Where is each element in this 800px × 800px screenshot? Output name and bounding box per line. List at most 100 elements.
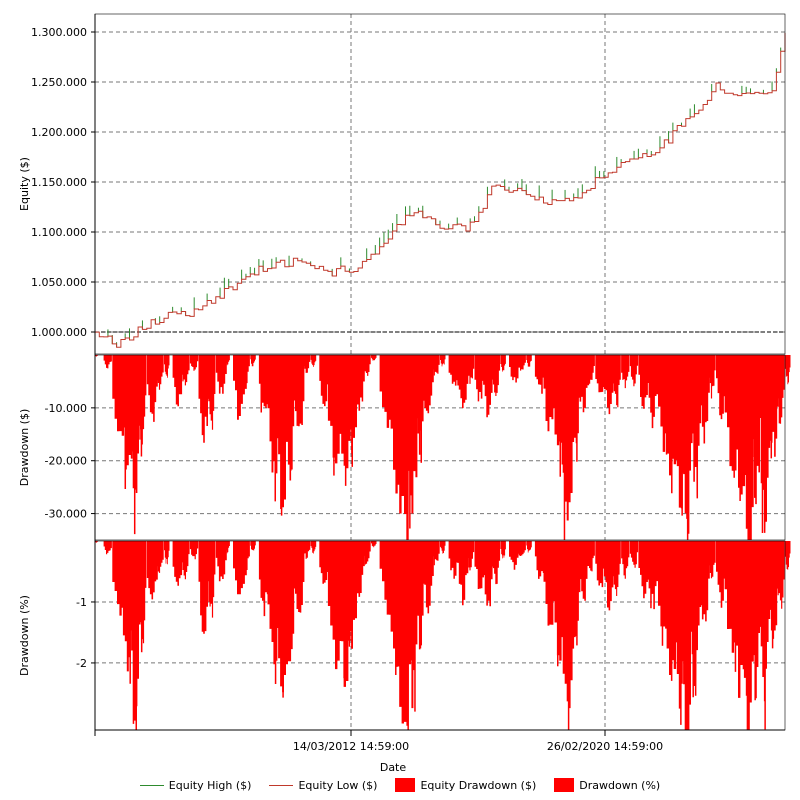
drawdown-event-2-13 [207,541,216,618]
drawdown-event-1-37 [414,355,426,455]
drawdown-event-2-6 [146,541,158,600]
drawdown-event-2-48 [509,541,521,570]
drawdown-event-2-42 [457,541,469,606]
drawdown-event-2-80 [785,541,791,570]
drawdown-event-1-51 [534,355,546,394]
panel-1-y-tick-label: 1.050.000 [31,276,87,289]
drawdown-event-1-19 [258,355,270,413]
drawdown-event-2-25 [310,541,317,554]
legend-item-drawdown-pct[interactable]: Drawdown (%) [554,778,660,792]
drawdown-event-1-32 [371,355,377,361]
drawdown-event-2-4 [129,541,141,724]
drawdown-event-2-14 [215,541,227,582]
drawdown-event-1-40 [440,355,446,367]
drawdown-event-1-76 [750,355,762,505]
drawdown-event-1-8 [164,355,170,378]
drawdown-event-1-62 [629,355,639,387]
drawdown-event-2-37 [414,541,426,650]
drawdown-event-1-26 [319,355,331,407]
panel-1-y-tick-label: 1.300.000 [31,26,87,39]
drawdown-event-1-10 [181,355,190,386]
drawdown-event-2-47 [500,541,506,559]
drawdown-event-1-79 [776,355,785,424]
drawdown-event-1-1 [103,355,112,369]
legend-swatch-drawdown-pct [554,778,575,792]
chart-legend: Equity High ($) Equity Low ($) Equity Dr… [0,774,800,796]
drawdown-event-1-80 [785,355,791,385]
legend-label-equity-high: Equity High ($) [168,778,252,792]
panel-1-y-tick-label: 1.000.000 [31,326,87,339]
drawdown-event-1-18 [250,355,256,367]
drawdown-event-2-7 [155,541,164,573]
panel-2-y-tick-label: -10.000 [45,402,87,415]
drawdown-event-1-25 [310,355,317,367]
drawdown-event-2-38 [422,541,434,614]
drawdown-event-1-12 [198,355,210,443]
drawdown-event-1-14 [215,355,227,394]
drawdown-event-1-64 [647,355,659,429]
drawdown-event-1-0 [95,355,98,357]
drawdown-event-1-60 [612,355,621,408]
legend-item-equity-drawdown[interactable]: Equity Drawdown ($) [395,778,536,792]
drawdown-event-1-23 [293,355,305,427]
drawdown-event-2-15 [224,541,230,554]
drawdown-event-1-13 [207,355,216,430]
legend-swatch-equity-high [139,784,164,786]
drawdown-event-1-42 [457,355,469,409]
legend-label-equity-low: Equity Low ($) [298,778,378,792]
drawdown-event-2-1 [103,541,112,555]
drawdown-event-2-10 [181,541,190,580]
drawdown-event-1-43 [465,355,475,384]
drawdown-event-2-60 [612,541,621,596]
drawdown-event-1-71 [707,355,716,399]
drawdown-event-2-12 [198,541,210,634]
drawdown-event-2-39 [431,541,440,566]
drawdown-event-2-50 [526,541,532,553]
drawdown-event-1-17 [241,355,250,384]
drawdown-event-1-49 [517,355,526,371]
drawdown-event-2-62 [629,541,639,568]
drawdown-event-2-17 [241,541,250,570]
drawdown-event-2-11 [189,541,199,560]
drawdown-event-1-15 [224,355,230,366]
drawdown-event-2-58 [595,541,607,588]
legend-label-drawdown-pct: Drawdown (%) [579,778,661,792]
drawdown-event-1-69 [690,355,702,497]
legend-label-equity-drawdown: Equity Drawdown ($) [420,778,537,792]
legend-item-equity-low[interactable]: Equity Low ($) [269,779,377,792]
panel-2-y-tick-label: -30.000 [45,508,87,521]
drawdown-event-2-57 [586,541,595,572]
drawdown-event-1-41 [448,355,460,386]
legend-swatch-equity-low [269,784,294,786]
drawdown-event-2-9 [172,541,184,586]
drawdown-event-2-24 [302,541,311,559]
drawdown-event-2-49 [517,541,526,556]
drawdown-event-1-58 [595,355,607,393]
drawdown-event-1-6 [146,355,158,422]
drawdown-event-2-26 [319,541,331,584]
legend-item-equity-high[interactable]: Equity High ($) [139,778,252,792]
drawdown-event-1-7 [155,355,164,390]
drawdown-event-1-47 [500,355,506,372]
drawdown-event-1-72 [716,355,728,420]
drawdown-event-1-11 [189,355,199,371]
panel-2-y-axis-title: Drawdown ($) [18,409,31,487]
panel-1-plot-area [95,14,785,354]
drawdown-event-1-24 [302,355,311,373]
drawdown-event-2-31 [362,541,371,565]
x-axis-title: Date [380,761,407,774]
drawdown-event-2-70 [698,541,710,622]
drawdown-event-2-61 [621,541,630,579]
drawdown-event-1-61 [621,355,630,389]
drawdown-event-2-44 [474,541,486,589]
drawdown-event-2-45 [483,541,495,607]
drawdown-event-1-48 [509,355,521,383]
drawdown-event-2-46 [491,541,501,585]
legend-swatch-equity-drawdown [395,778,416,792]
panel-1-y-tick-label: 1.100.000 [31,226,87,239]
drawdown-event-1-46 [491,355,501,396]
panel-1-y-tick-label: 1.150.000 [31,176,87,189]
drawdown-event-1-9 [172,355,184,407]
drawdown-event-2-63 [638,541,650,599]
